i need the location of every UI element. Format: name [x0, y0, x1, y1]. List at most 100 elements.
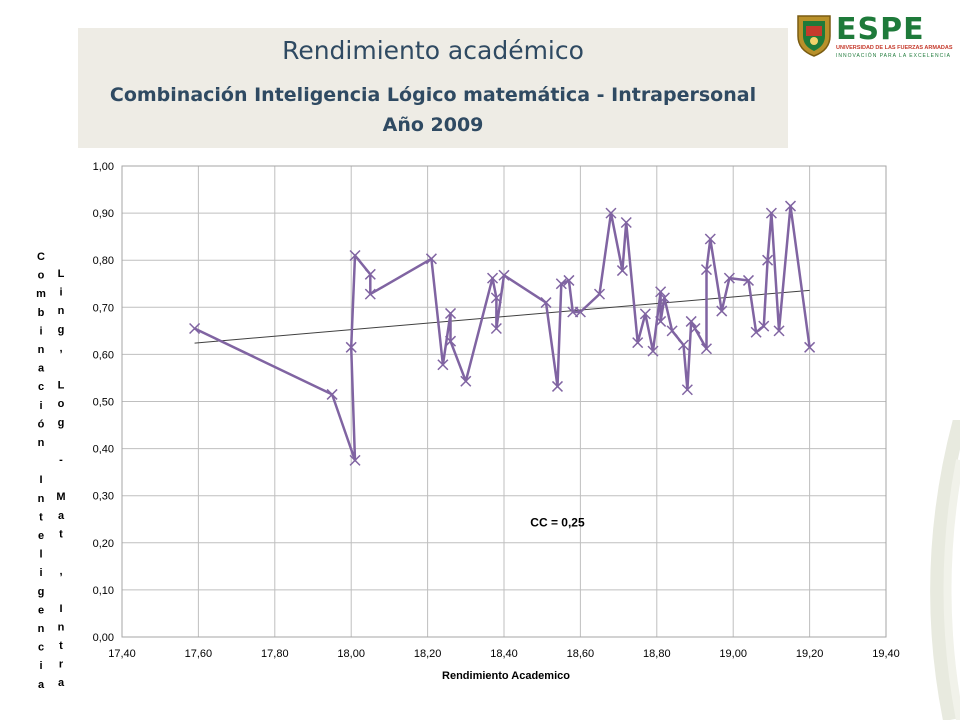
data-point [655, 286, 667, 298]
data-point [555, 278, 567, 290]
data-point [758, 320, 770, 332]
data-point [804, 341, 816, 353]
data-point [326, 388, 338, 400]
espe-logo: ESPE UNIVERSIDAD DE LAS FUERZAS ARMADAS … [794, 12, 953, 62]
y-tick-label: 0,50 [93, 397, 114, 409]
subtitle-line: Combinación Inteligencia Lógico matemáti… [109, 84, 757, 106]
y-tick-label: 0,40 [93, 444, 114, 456]
logo-university: UNIVERSIDAD DE LAS FUERZAS ARMADAS [836, 45, 953, 51]
trend-line [194, 289, 810, 344]
crest-icon [797, 15, 831, 57]
data-point [750, 326, 762, 338]
y-label-char: n [38, 623, 45, 635]
data-point [742, 274, 755, 286]
data-point [574, 306, 586, 318]
plot-border [121, 165, 887, 638]
data-point [647, 345, 659, 357]
y-label-char: a [38, 679, 45, 691]
grid-lines [121, 165, 887, 638]
x-tick-label: 19,00 [719, 648, 747, 660]
data-point [689, 322, 701, 335]
x-tick-label: 17,40 [108, 648, 136, 660]
data-point [700, 264, 712, 276]
x-tick-label: 18,40 [490, 648, 518, 660]
y-label-char: I [59, 603, 62, 615]
y-label-char: , [59, 566, 62, 578]
x-tick-label: 18,00 [337, 648, 365, 660]
y-label-char: M [56, 491, 65, 503]
y-label-char: i [39, 660, 42, 672]
logo-motto: INNOVACIÓN PARA LA EXCELENCIA [836, 53, 951, 59]
data-point [666, 325, 678, 337]
data-point [487, 272, 499, 284]
y-label-char: t [59, 640, 63, 652]
x-tick-label: 17,60 [185, 648, 213, 660]
line-chart: 0,00 0,10 0,20 0,30 0,40 0,50 0,60 0,70 0,80 0,90… [36, 161, 900, 708]
data-point [723, 272, 735, 284]
data-point [540, 297, 552, 309]
y-label-char: I [39, 474, 42, 486]
y-label-char: t [39, 511, 43, 523]
y-label-char: r [59, 659, 64, 671]
data-point [345, 341, 357, 353]
y-label-char: o [38, 270, 45, 282]
y-label-char: c [38, 381, 44, 393]
data-point [444, 307, 457, 319]
series-line [194, 204, 811, 462]
y-label-char: g [58, 417, 65, 429]
y-label-char: n [58, 305, 65, 317]
y-label-char: i [59, 287, 62, 299]
y-label-char: g [58, 324, 65, 336]
data-point [716, 305, 728, 317]
y-label-char: a [58, 510, 65, 522]
data-point [460, 375, 472, 387]
x-tick-label: 18,80 [643, 648, 671, 660]
y-tick-label: 0,70 [93, 302, 114, 314]
y-tick-label: 0,60 [93, 349, 114, 361]
data-point [762, 254, 774, 266]
data-point [681, 384, 693, 396]
data-point [425, 253, 437, 265]
x-tick-labels: 17,40 17,60 17,80 18,00 18,20 18,40 18,60 18,80… [108, 648, 900, 660]
y-label-char: e [38, 604, 44, 616]
y-axis-label-col1: Combinación Inteligencia [36, 251, 46, 691]
data-point [551, 380, 564, 392]
page-subtitle: Combinación Inteligencia Lógico matemáti… [78, 80, 788, 140]
data-point [639, 308, 651, 320]
y-label-char: n [38, 437, 45, 449]
y-label-char: i [39, 325, 42, 337]
correlation-annotation: CC = 0,25 [530, 515, 585, 529]
data-point [678, 339, 690, 351]
data-point [655, 315, 667, 327]
data-point [490, 292, 502, 304]
y-label-char: c [38, 642, 44, 654]
data-point [765, 207, 777, 219]
x-tick-label: 17,80 [261, 648, 289, 660]
y-label-char: i [39, 400, 42, 412]
y-label-char: g [38, 586, 45, 598]
y-label-char: n [38, 493, 45, 505]
y-label-char: n [38, 344, 45, 356]
chart-area: 0,00 0,10 0,20 0,30 0,40 0,50 0,60 0,70 0,80 0,90… [0, 150, 960, 708]
decorative-swoosh [930, 420, 960, 720]
data-point [444, 335, 457, 347]
data-point [616, 265, 628, 277]
y-label-char: a [38, 363, 45, 375]
x-tick-label: 19,20 [796, 648, 824, 660]
data-point [189, 322, 201, 335]
data-point [349, 454, 361, 466]
y-label-char: L [58, 268, 65, 280]
data-point [700, 343, 712, 355]
y-label-char: - [59, 454, 63, 466]
data-point [364, 288, 376, 300]
y-tick-label: 1,00 [93, 161, 114, 173]
y-label-char: n [58, 621, 65, 633]
y-label-char: a [58, 677, 65, 689]
y-tick-labels: 0,00 0,10 0,20 0,30 0,40 0,50 0,60 0,70 0,80 0,90… [93, 161, 114, 644]
data-point [364, 268, 376, 280]
y-label-char: i [39, 567, 42, 579]
x-axis-label: Rendimiento Academico [442, 670, 570, 682]
y-label-char: C [37, 251, 45, 263]
y-label-char: e [38, 530, 44, 542]
